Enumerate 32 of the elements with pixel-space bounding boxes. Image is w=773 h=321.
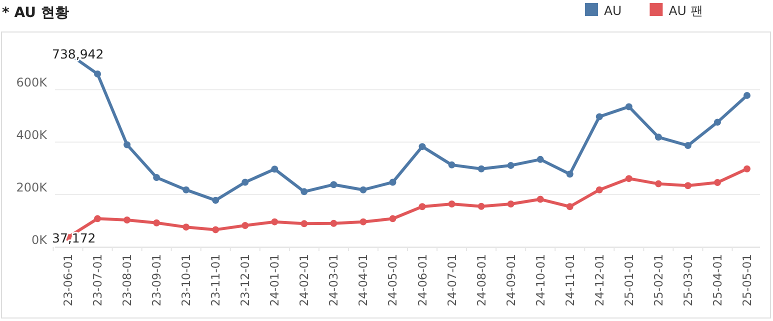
x-tick-label: 25-04-01: [710, 254, 724, 306]
x-tick-label: 23-10-01: [179, 254, 194, 306]
x-tick-label: 25-01-01: [622, 254, 636, 306]
y-tick-label: 200K: [16, 180, 48, 195]
legend-label: AU 팬: [668, 3, 704, 18]
x-tick-label: 23-09-01: [150, 254, 164, 306]
y-tick-label: 600K: [16, 76, 48, 90]
x-tick-label: 24-06-01: [415, 254, 430, 306]
x-tick-label: 24-05-01: [386, 254, 400, 306]
x-tick-label: 24-09-01: [504, 254, 518, 306]
x-tick-label: 23-06-01: [61, 254, 75, 306]
x-tick-label: 24-03-01: [326, 254, 341, 306]
x-tick-label: 24-01-01: [268, 254, 282, 306]
x-tick-label: 24-10-01: [533, 254, 548, 306]
x-tick-label: 25-02-01: [651, 254, 666, 306]
x-tick-label: 23-11-01: [208, 254, 223, 306]
x-tick-label: 24-08-01: [474, 254, 488, 306]
legend-label: AU: [604, 3, 622, 18]
annotation: 37,172: [52, 230, 96, 246]
y-tick-label: 0K: [31, 233, 48, 247]
x-tick-label: 25-05-01: [740, 254, 754, 306]
x-tick-label: 24-02-01: [297, 254, 312, 306]
y-tick-label: 400K: [16, 128, 48, 142]
x-tick-label: 23-07-01: [90, 254, 105, 306]
x-tick-label: 23-08-01: [120, 254, 134, 306]
chart-title: * AU 현황: [2, 5, 69, 21]
x-tick-label: 23-12-01: [238, 254, 252, 306]
x-tick-label: 24-04-01: [356, 254, 370, 306]
x-tick-label: 24-07-01: [444, 254, 459, 306]
x-tick-label: 24-11-01: [562, 254, 577, 306]
x-tick-label: 24-12-01: [592, 254, 606, 306]
x-tick-label: 25-03-01: [680, 254, 695, 306]
